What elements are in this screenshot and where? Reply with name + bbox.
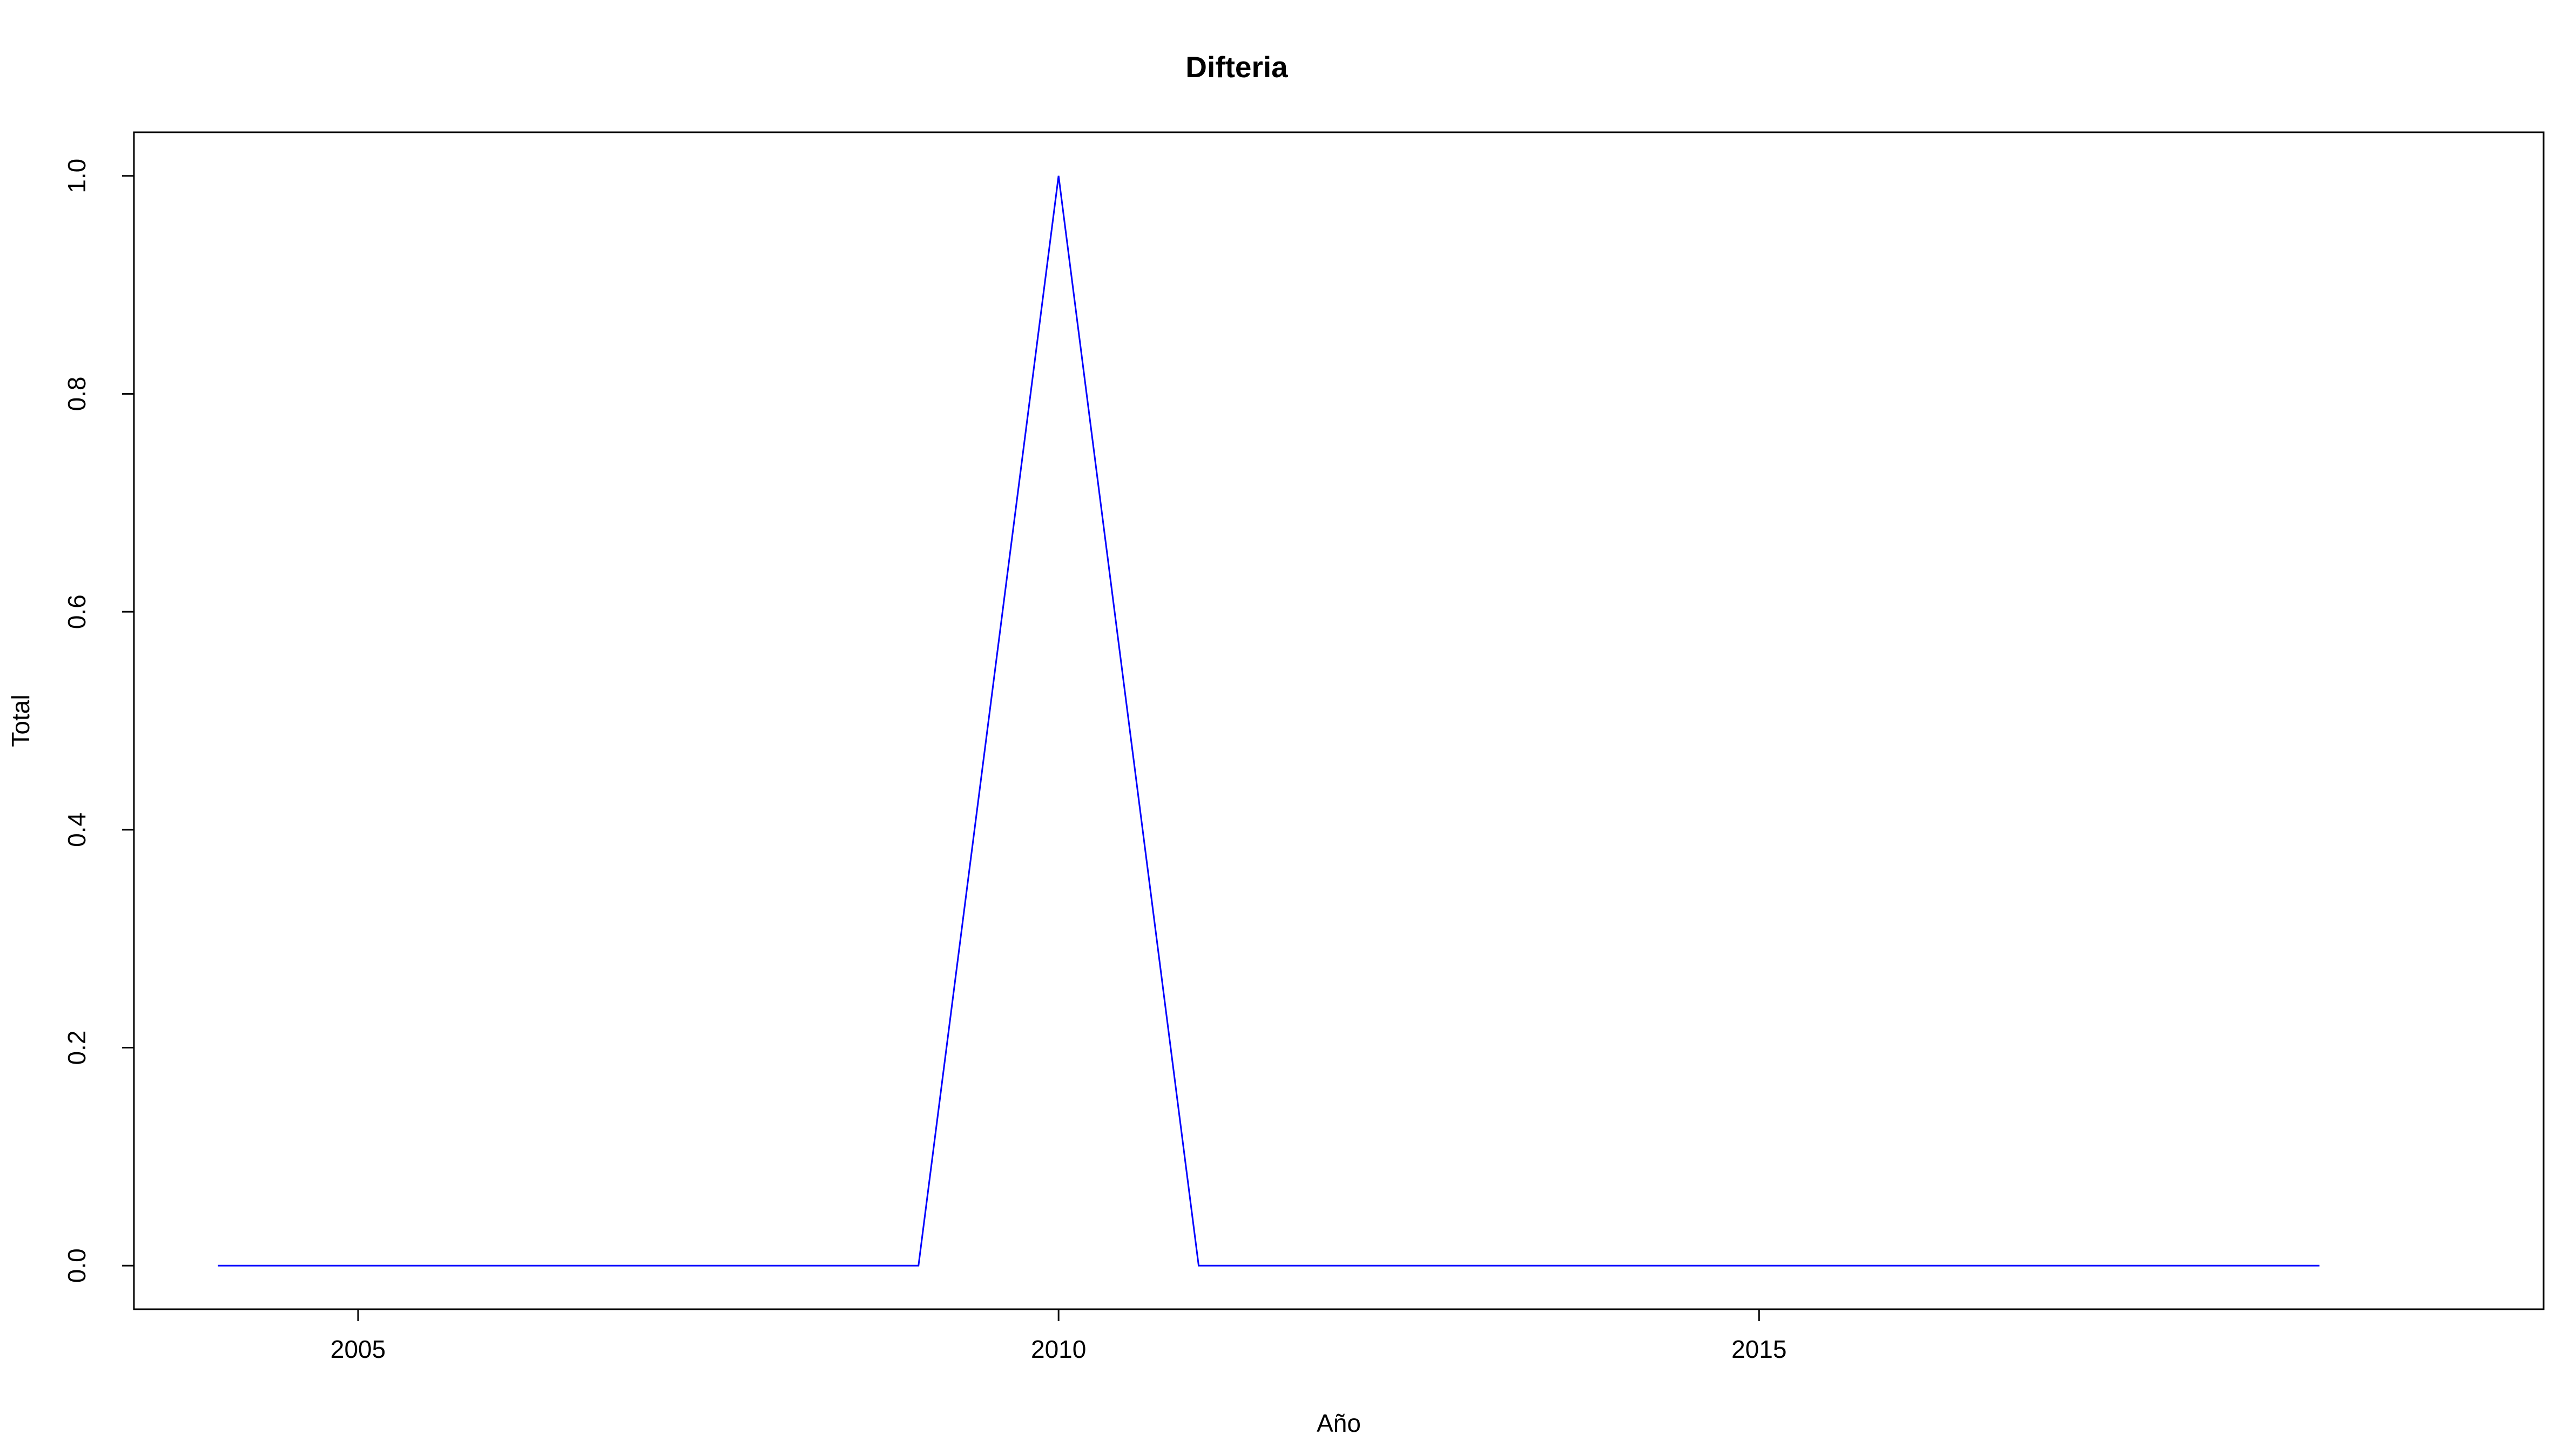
y-tick-label: 0.8 — [63, 376, 91, 411]
y-axis-label: Total — [6, 694, 35, 747]
y-tick-label: 0.6 — [63, 594, 91, 629]
series-layer — [218, 175, 2319, 1267]
x-tick-label: 2015 — [1731, 1335, 1786, 1363]
x-axis-label: Año — [1317, 1409, 1361, 1437]
x-tick-label: 2005 — [331, 1335, 386, 1363]
y-tick-label: 0.2 — [63, 1031, 91, 1065]
plot-frame — [133, 131, 2545, 1310]
x-axis: 2005 2010 2015 — [331, 1308, 1786, 1363]
y-axis: 0.0 0.2 0.4 0.6 0.8 1.0 — [63, 159, 135, 1283]
chart-title: Difteria — [1185, 50, 1288, 84]
y-tick-label: 1.0 — [63, 159, 91, 193]
x-tick-label: 2010 — [1031, 1335, 1086, 1363]
y-tick-label: 0.4 — [63, 813, 91, 847]
y-tick-label: 0.0 — [63, 1248, 91, 1283]
series-line-0 — [218, 175, 2319, 1267]
